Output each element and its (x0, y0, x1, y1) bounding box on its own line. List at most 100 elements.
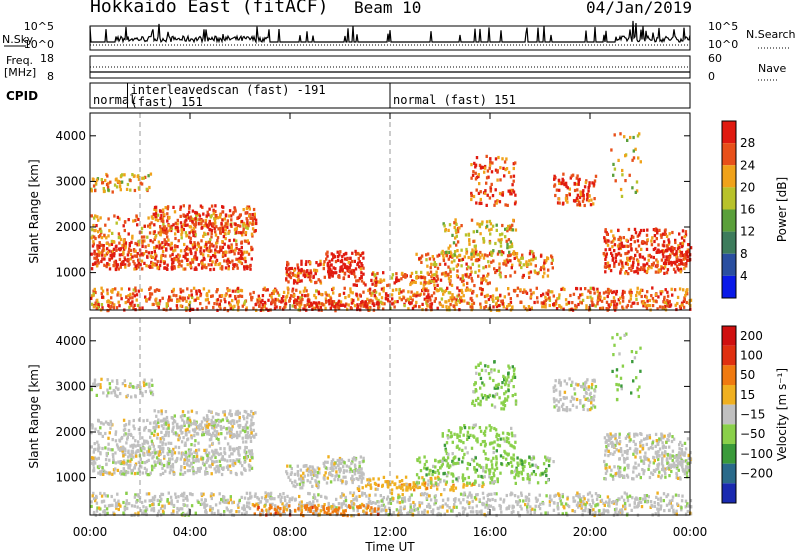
power-cell (596, 287, 599, 291)
power-cell (155, 301, 158, 305)
power-cell (193, 245, 197, 249)
velocity-cell (171, 429, 174, 433)
power-cell (475, 294, 479, 298)
power-cell (635, 269, 638, 273)
power-cell (329, 306, 332, 310)
velocity-cell (111, 472, 114, 476)
power-cell (118, 241, 121, 245)
power-cell (645, 295, 648, 299)
power-cell (132, 306, 135, 310)
velocity-cell (114, 432, 117, 436)
power-cell (235, 243, 238, 247)
power-cell (426, 289, 430, 293)
power-cell (619, 187, 623, 192)
velocity-cell (577, 501, 580, 505)
power-cell (489, 157, 492, 161)
power-cell (135, 298, 138, 302)
power-cell (530, 306, 533, 310)
power-cell (648, 265, 651, 269)
power-cell (581, 199, 585, 203)
power-cell (602, 252, 605, 256)
power-cell (520, 265, 523, 270)
power-cell (242, 208, 245, 212)
power-cell (111, 253, 114, 257)
power-cell (226, 287, 229, 291)
power-cell (352, 272, 356, 276)
power-cell (477, 173, 480, 177)
power-cell (236, 286, 240, 290)
velocity-cell (673, 511, 677, 515)
velocity-cell (153, 429, 156, 433)
power-cell (231, 299, 234, 303)
power-cell (674, 262, 677, 266)
power-cell (381, 302, 384, 306)
power-cell (113, 251, 116, 256)
power-cell (653, 239, 656, 244)
power-cell (491, 294, 495, 298)
velocity-cell (200, 498, 203, 502)
power-cell (436, 266, 440, 270)
power-cell (418, 257, 421, 261)
velocity-cell (149, 421, 152, 425)
power-cell (171, 262, 174, 267)
velocity-cell (230, 427, 233, 431)
power-cell (507, 189, 510, 193)
velocity-cell (193, 434, 196, 438)
velocity-cell (218, 492, 221, 496)
power-cell (132, 248, 136, 252)
power-cell (137, 289, 140, 293)
velocity-cell (674, 493, 678, 497)
power-cell (630, 234, 634, 238)
power-cell (137, 243, 141, 247)
velocity-cell (396, 500, 399, 504)
power-cell (349, 263, 352, 267)
power-cell (622, 236, 625, 240)
power-cell (147, 251, 151, 255)
velocity-cell (204, 427, 208, 431)
velocity-cell (179, 468, 183, 472)
velocity-cell (538, 493, 541, 497)
velocity-cell (500, 510, 503, 514)
power-cell (551, 290, 554, 294)
power-cell (628, 266, 631, 271)
power-cell (506, 305, 509, 309)
velocity-cell (210, 434, 213, 438)
power-cell (458, 258, 461, 262)
power-cell (108, 229, 111, 233)
velocity-cell (230, 421, 233, 426)
velocity-cell (548, 503, 551, 507)
power-cell (683, 296, 686, 300)
power-cell (561, 177, 564, 181)
power-cell (214, 248, 217, 252)
power-cell (118, 181, 122, 185)
power-cell (106, 247, 109, 251)
power-cell (332, 266, 335, 270)
velocity-cell (208, 432, 212, 436)
power-cell (333, 255, 337, 259)
velocity-cell (155, 456, 159, 460)
velocity-cell (621, 510, 624, 514)
power-cell (688, 301, 691, 306)
power-cell (671, 251, 675, 255)
velocity-cell (471, 510, 475, 514)
velocity-cell (227, 426, 230, 430)
velocity-cell (179, 457, 182, 461)
velocity-cell (184, 455, 188, 459)
velocity-cell (246, 416, 249, 420)
power-cell (678, 287, 682, 291)
power-cell (494, 270, 497, 275)
power-cell (271, 298, 274, 302)
power-cell (552, 303, 555, 307)
velocity-cell (663, 509, 666, 513)
velocity-cell (213, 467, 216, 471)
power-cell (199, 204, 203, 208)
power-cell (189, 264, 192, 268)
power-cell (93, 249, 96, 253)
power-cell (430, 262, 433, 266)
velocity-cell (148, 499, 151, 503)
velocity-cell (97, 431, 101, 436)
power-cell (281, 299, 284, 303)
power-cell (666, 268, 670, 272)
velocity-cell (205, 419, 209, 423)
power-cell (589, 290, 592, 294)
